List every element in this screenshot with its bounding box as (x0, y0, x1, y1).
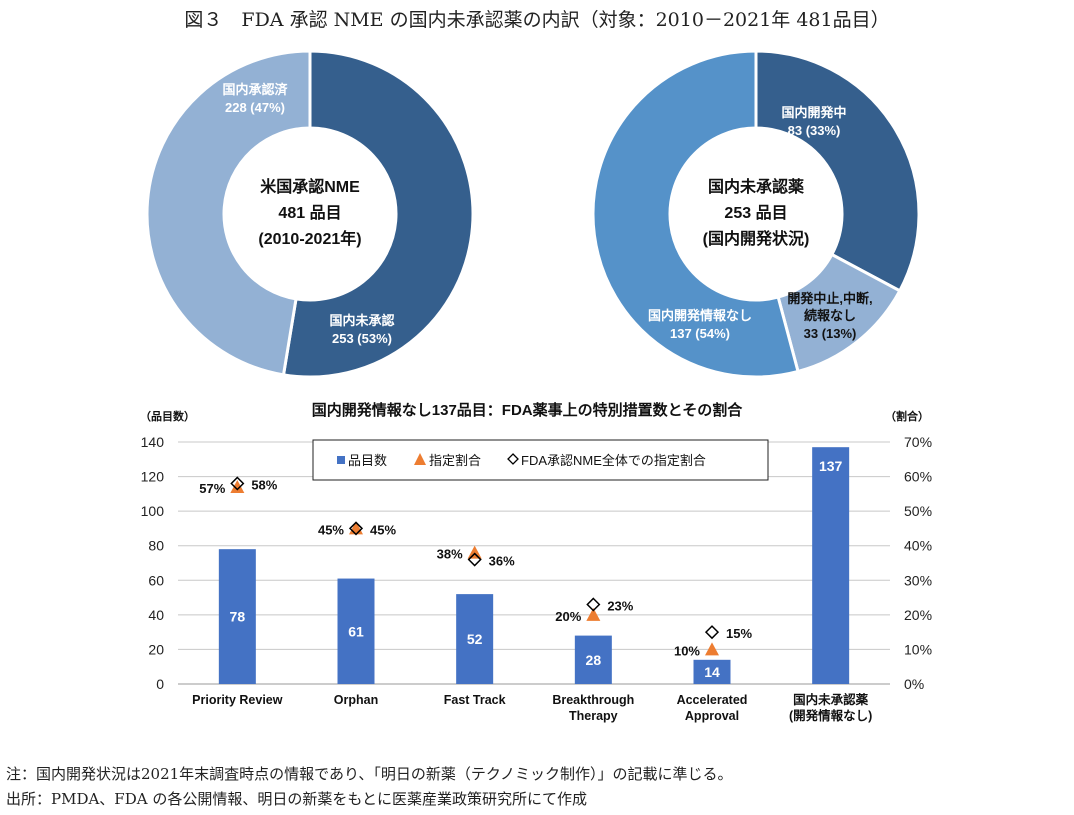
y2-tick-label: 20% (904, 607, 932, 623)
pie-slice (145, 49, 312, 377)
bar (693, 659, 731, 684)
bar-value-label: 137 (819, 458, 843, 474)
diamond-value-label: 45% (370, 522, 396, 537)
bar (337, 578, 375, 684)
triangle-marker (230, 479, 245, 493)
x-tick-label: Approval (685, 709, 739, 723)
bar (456, 594, 494, 684)
y2-tick-label: 50% (904, 503, 932, 519)
x-tick-label: (開発情報なし) (789, 708, 872, 723)
center-label: 253 品目 (724, 204, 787, 222)
y-tick-label: 20 (148, 641, 164, 657)
y-tick-label: 100 (141, 503, 165, 519)
diamond-marker (467, 552, 482, 567)
slice-label: 国内開発中 (781, 105, 846, 120)
figure-title: 図３ FDA 承認 NME の国内未承認薬の内訳（対象：2010－2021年 4… (184, 9, 889, 31)
y-tick-label: 40 (148, 607, 164, 623)
slice-value-label: 228 (47%) (225, 100, 285, 115)
legend: 品目数 指定割合 FDA承認NME全体での指定割合 (312, 439, 769, 481)
y2-tick-label: 0% (904, 676, 924, 692)
center-label: 国内未承認薬 (708, 177, 805, 196)
bar (812, 447, 850, 684)
legend-box (312, 439, 769, 481)
y2-tick-label: 10% (904, 641, 932, 657)
slice-label: 開発中止,中断, (787, 291, 872, 306)
x-tick-label: Therapy (569, 709, 618, 723)
slice-label: 国内承認済 (222, 82, 288, 97)
center-label: (2010-2021年) (258, 229, 361, 248)
diamond-marker (586, 597, 601, 612)
triangle-marker (467, 545, 482, 559)
x-tick-label: Priority Review (192, 693, 283, 707)
triangle-value-label: 20% (555, 609, 581, 624)
y-tick-label: 140 (141, 434, 165, 450)
legend-label: 指定割合 (429, 453, 481, 468)
slice-label: 国内未承認 (329, 313, 394, 328)
x-tick-label: Fast Track (444, 693, 506, 707)
slice-label: 国内開発情報なし (648, 308, 752, 323)
x-tick-label: Orphan (334, 693, 378, 707)
pie-slice (281, 49, 475, 379)
pie-slice (591, 49, 800, 379)
triangle-value-label: 38% (437, 547, 463, 562)
y-tick-label: 120 (141, 469, 165, 485)
diamond-value-label: 36% (489, 554, 515, 569)
center-label: (国内開発状況) (703, 229, 810, 248)
donut-chart-1: 国内未承認薬 253 品目 (国内開発状況) 国内開発中 83 (33%) 開発中止,中断… (591, 49, 921, 379)
bar-value-label: 52 (467, 631, 483, 647)
y2-axis-label: （割合） (885, 409, 929, 423)
y2-tick-label: 40% (904, 538, 932, 554)
bar-value-label: 61 (348, 623, 364, 639)
x-tick-label: Breakthrough (552, 693, 634, 707)
legend-bar-swatch (337, 456, 345, 464)
y-tick-label: 80 (148, 538, 164, 554)
y-tick-label: 0 (156, 676, 164, 692)
slice-value-label: 253 (53%) (332, 331, 392, 346)
figure-canvas: 図３ FDA 承認 NME の国内未承認薬の内訳（対象：2010－2021年 4… (140, 9, 932, 723)
slice-label: 続報なし (804, 308, 856, 323)
diamond-marker (348, 521, 364, 536)
center-label: 米国承認NME (260, 177, 360, 196)
bar-chart: 国内開発情報なし137品目：FDA薬事上の特別措置数とその割合 （品目数） （割合）… (140, 401, 932, 723)
bar-value-label: 28 (586, 652, 602, 668)
diamond-value-label: 23% (607, 598, 633, 613)
legend-label: 品目数 (348, 453, 387, 468)
y2-tick-label: 60% (904, 469, 932, 485)
diamond-marker (704, 625, 720, 640)
triangle-marker (705, 642, 719, 656)
donut-chart-0: 米国承認NME 481 品目 (2010-2021年) 国内未承認 253 (53%) 国… (145, 49, 475, 379)
footnote: 注：国内開発状況は2021年末調査時点の情報であり、「明日の新薬（テクノミック制… (6, 765, 733, 783)
slice-value-label: 137 (54%) (670, 326, 730, 341)
source-note: 出所：PMDA、FDA の各公開情報、明日の新薬をもとに医薬産業政策研究所にて作… (6, 790, 588, 808)
triangle-value-label: 57% (199, 481, 225, 496)
legend-diamond-swatch (507, 453, 519, 465)
bar-value-label: 78 (230, 609, 246, 625)
legend-triangle-swatch (414, 453, 426, 465)
legend-label: FDA承認NME全体での指定割合 (521, 453, 706, 468)
diamond-marker (230, 476, 245, 491)
pie-slice (754, 49, 921, 293)
bar-chart-title: 国内開発情報なし137品目：FDA薬事上の特別措置数とその割合 (312, 401, 743, 419)
bar (574, 635, 612, 684)
slice-value-label: 83 (33%) (788, 123, 841, 138)
triangle-marker (586, 607, 601, 621)
y-tick-label: 60 (148, 572, 164, 588)
x-tick-label: Accelerated (677, 693, 748, 707)
bar-value-label: 14 (704, 664, 720, 680)
slice-value-label: 33 (13%) (804, 326, 857, 341)
y-axis-label: （品目数） (140, 409, 195, 423)
triangle-value-label: 45% (318, 522, 344, 537)
bar (218, 549, 256, 684)
diamond-value-label: 58% (251, 477, 277, 492)
center-label: 481 品目 (278, 204, 341, 222)
x-tick-label: 国内未承認薬 (793, 692, 869, 707)
y2-tick-label: 30% (904, 572, 932, 588)
y2-tick-label: 70% (904, 434, 932, 450)
triangle-value-label: 10% (674, 643, 700, 658)
diamond-value-label: 15% (726, 626, 752, 641)
